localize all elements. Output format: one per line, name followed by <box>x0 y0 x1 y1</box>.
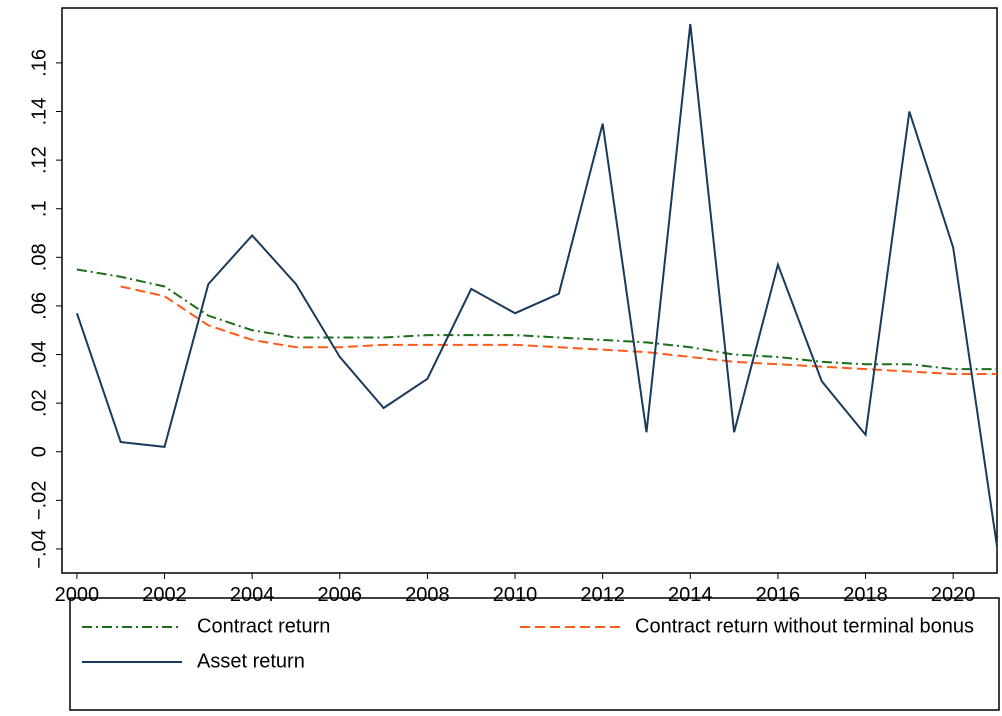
x-tick-label: 2002 <box>142 584 187 606</box>
y-tick-label: .12 <box>28 146 50 174</box>
legend-label: Contract return <box>197 615 330 637</box>
x-tick-label: 2014 <box>668 584 713 606</box>
y-tick-label: .04 <box>28 341 50 369</box>
y-tick-label: .08 <box>28 243 50 271</box>
x-tick-label: 2020 <box>931 584 976 606</box>
series-line <box>76 268 997 371</box>
y-tick-label: .14 <box>28 98 50 126</box>
x-tick-label: 2000 <box>55 584 100 606</box>
x-tick-label: 2008 <box>405 584 450 606</box>
legend-label: Asset return <box>197 650 305 672</box>
series-line <box>75 23 998 547</box>
x-tick-label: 2004 <box>230 584 275 606</box>
legend-label: Contract return without terminal bonus <box>635 615 974 637</box>
y-tick-label: .06 <box>28 292 50 320</box>
x-tick-label: 2016 <box>756 584 801 606</box>
series-line <box>120 285 997 375</box>
x-tick-label: 2010 <box>493 584 538 606</box>
y-tick-label: −.02 <box>28 481 50 520</box>
y-tick-label: 0 <box>28 446 50 457</box>
x-tick-label: 2012 <box>580 584 625 606</box>
legend-box <box>69 597 1000 711</box>
y-tick-label: .1 <box>28 200 50 217</box>
x-tick-label: 2018 <box>843 584 888 606</box>
y-tick-label: .16 <box>28 49 50 77</box>
y-tick-label: .02 <box>28 389 50 417</box>
x-tick-label: 2006 <box>318 584 363 606</box>
plot-frame <box>61 7 998 574</box>
y-tick-label: −.04 <box>28 529 50 568</box>
